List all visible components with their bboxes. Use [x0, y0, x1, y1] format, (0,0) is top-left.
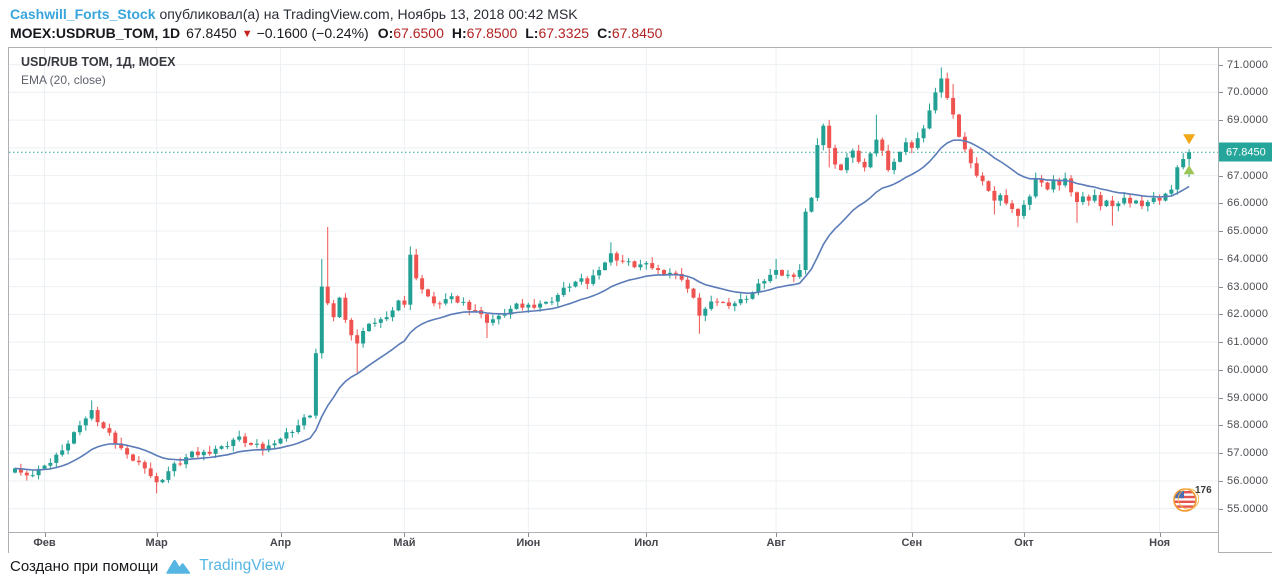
- month-label: Сен: [901, 537, 923, 549]
- time-axis-tick: [1159, 533, 1161, 537]
- created-with-text: Создано при помощи: [10, 557, 159, 575]
- ohlc-open: O:67.6500: [378, 25, 444, 41]
- price-axis-tick: [1219, 258, 1223, 260]
- price-tick-label: 61.0000: [1227, 336, 1269, 349]
- month-label: Май: [393, 537, 416, 549]
- alert-up-marker-icon: [1183, 165, 1195, 175]
- tradingview-brand-link[interactable]: TradingView: [199, 557, 285, 574]
- publication-line: Cashwill_Forts_Stock опубликовал(а) на Tr…: [10, 5, 670, 23]
- chart-plot-area[interactable]: USD/RUB TOM, 1Д, MOEX EMA (20, close) 1: [9, 48, 1218, 532]
- price-tick-label: 64.0000: [1227, 252, 1269, 265]
- month-label: Ноя: [1149, 537, 1171, 549]
- price-tick-label: 59.0000: [1227, 391, 1269, 404]
- price-tick-label: 60.0000: [1227, 363, 1269, 376]
- time-axis-tick: [404, 533, 406, 537]
- price-axis-tick: [1219, 369, 1223, 371]
- price-axis-tick: [1219, 92, 1223, 94]
- price-tick-label: 56.0000: [1227, 474, 1269, 487]
- price-tick-label: 58.0000: [1227, 419, 1269, 432]
- month-label: Фев: [33, 537, 56, 549]
- month-label: Июн: [516, 537, 541, 549]
- close-label: C:: [597, 25, 612, 41]
- price-axis-tick: [1219, 64, 1223, 66]
- price-tick-label: 69.0000: [1227, 114, 1269, 127]
- month-label: Апр: [269, 537, 292, 549]
- price-axis-tick: [1219, 175, 1223, 177]
- published-text: опубликовал(а) на TradingView.com, Ноябр…: [159, 6, 578, 22]
- price-tick-label: 70.0000: [1227, 86, 1269, 99]
- price-tick-label: 65.0000: [1227, 225, 1269, 238]
- symbol-title[interactable]: MOEX:USDRUB_TOM, 1D: [10, 25, 181, 41]
- price-axis-tick: [1219, 397, 1223, 399]
- chart-legend: USD/RUB TOM, 1Д, MOEX EMA (20, close): [21, 55, 176, 87]
- month-label: Июл: [634, 537, 659, 549]
- price-axis-tick: [1219, 342, 1223, 344]
- price-axis-tick: [1219, 203, 1223, 205]
- price-tick-label: 55.0000: [1227, 502, 1269, 515]
- price-tick-label: 57.0000: [1227, 447, 1269, 460]
- time-axis-tick: [156, 533, 158, 537]
- price-axis-tick: [1219, 231, 1223, 233]
- ohlc-high: H:67.8500: [452, 25, 517, 41]
- legend-symbol[interactable]: USD/RUB TOM, 1Д, MOEX: [21, 55, 176, 69]
- price-axis[interactable]: 71.000070.000069.000068.000067.000066.00…: [1218, 48, 1272, 552]
- down-triangle-icon: ▼: [241, 28, 253, 40]
- high-label: H:: [451, 25, 467, 41]
- month-label: Авг: [766, 537, 786, 549]
- close-value: 67.8450: [611, 25, 663, 41]
- time-axis-tick: [280, 533, 282, 537]
- month-label: Мар: [145, 537, 168, 549]
- legend-indicator[interactable]: EMA (20, close): [21, 73, 106, 87]
- price-axis-tick: [1219, 286, 1223, 288]
- open-label: O:: [377, 25, 394, 41]
- low-value: 67.3325: [538, 25, 590, 41]
- price-axis-tick: [1219, 508, 1223, 510]
- high-value: 67.8500: [466, 25, 518, 41]
- time-axis-tick: [646, 533, 648, 537]
- publication-header: Cashwill_Forts_Stock опубликовал(а) на Tr…: [10, 5, 670, 44]
- time-axis-tick: [911, 533, 913, 537]
- symbol-line: MOEX:USDRUB_TOM, 1D 67.8450 ▼ −0.1600 (−0.2…: [10, 24, 670, 44]
- tradingview-logo-icon[interactable]: [166, 558, 191, 574]
- price-axis-tick: [1219, 425, 1223, 427]
- chart-frame: USD/RUB TOM, 1Д, MOEX EMA (20, close) 1: [8, 47, 1272, 553]
- time-axis-tick: [44, 533, 46, 537]
- low-label: L:: [525, 25, 539, 41]
- price-axis-tick: [1219, 453, 1223, 455]
- price-axis-tick: [1219, 480, 1223, 482]
- month-label: Окт: [1014, 537, 1034, 549]
- last-price: 67.8450: [186, 25, 237, 41]
- price-change: −0.1600 (−0.24%): [256, 25, 369, 41]
- price-axis-tick: [1219, 120, 1223, 122]
- current-price-label: 67.8450: [1219, 142, 1272, 162]
- price-tick-label: 63.0000: [1227, 280, 1269, 293]
- price-tick-label: 66.0000: [1227, 197, 1269, 210]
- ohlc-close: C:67.8450: [597, 25, 662, 41]
- time-axis-tick: [1023, 533, 1025, 537]
- footer: Создано при помощи TradingView: [10, 557, 285, 575]
- time-axis-tick: [776, 533, 778, 537]
- time-axis-tick: [528, 533, 530, 537]
- candlestick-chart[interactable]: [9, 48, 1218, 532]
- price-axis-tick: [1219, 314, 1223, 316]
- author-link[interactable]: Cashwill_Forts_Stock: [10, 6, 156, 22]
- badge-number: 176: [1195, 485, 1212, 496]
- alert-down-marker-icon: [1183, 134, 1196, 145]
- time-axis[interactable]: Фев Мар Апр Май Июн Июл Авг Сен Окт Ноя: [9, 532, 1218, 553]
- open-value: 67.6500: [393, 25, 444, 41]
- price-tick-label: 67.0000: [1227, 169, 1269, 182]
- ohlc-low: L:67.3325: [525, 25, 589, 41]
- price-tick-label: 62.0000: [1227, 308, 1269, 321]
- price-tick-label: 71.0000: [1227, 58, 1269, 71]
